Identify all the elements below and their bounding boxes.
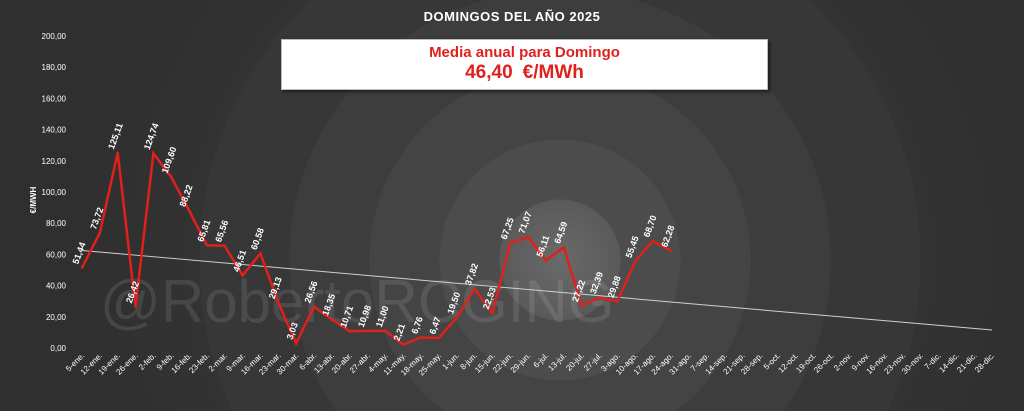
data-point [437,336,441,340]
data-point [384,329,387,333]
y-tick-label: 180,00 [42,63,67,72]
data-point [348,330,351,333]
y-tick-label: 200,00 [42,32,67,41]
data-label: 65,56 [213,219,230,244]
data-point [366,329,369,333]
data-label: 88,22 [178,183,195,208]
x-tick-label: 2-mar. [207,351,229,373]
x-tick-label: 27-abr. [348,351,372,375]
data-point [651,239,655,243]
data-label: 64,59 [552,220,569,245]
data-point [491,311,494,315]
data-label: 125,11 [106,122,125,151]
data-label: 124,74 [142,122,161,151]
data-point [455,316,458,319]
y-tick-label: 60,00 [46,250,67,259]
average-label: Media anual para Domingo [429,44,620,61]
y-tick-label: 120,00 [42,157,67,166]
data-point [170,175,173,179]
data-label: 71,07 [517,210,534,235]
x-tick-label: 20-jul. [564,351,586,373]
data-point [616,300,619,303]
data-point [401,343,405,346]
data-point [80,266,84,269]
data-point [580,304,583,307]
data-point [330,318,334,321]
data-point [277,301,280,304]
data-point [598,296,601,299]
data-point [294,342,298,345]
y-axis-label: €/MWH [29,186,38,213]
y-tick-label: 140,00 [42,126,67,135]
y-tick-label: 20,00 [46,313,67,322]
data-label: 56,11 [534,234,551,258]
data-point [669,249,673,253]
data-point [473,287,476,291]
y-tick-label: 40,00 [46,282,67,291]
average-value: 46,40 [465,62,513,83]
x-tick-label: 29-jun. [509,351,533,375]
data-point [187,209,191,212]
data-point [98,231,102,235]
y-tick-label: 100,00 [42,188,67,197]
x-tick-label: 23-feb. [187,351,211,375]
data-point [544,259,548,262]
data-point [205,244,209,247]
x-tick-label: 26-oct. [812,351,836,375]
x-tick-label: 28-dic. [973,351,996,374]
data-label: 109,60 [160,145,179,174]
data-point [116,151,119,155]
data-point [419,336,423,339]
y-tick-label: 160,00 [42,94,67,103]
data-label: 60,58 [249,227,266,252]
data-label: 65,81 [195,218,212,243]
y-tick-label: 0,00 [50,344,66,353]
trend-line [81,250,993,331]
series-line [80,150,672,347]
data-point [562,246,565,249]
y-tick-label: 80,00 [46,219,67,228]
data-point [509,241,512,245]
data-point [633,260,637,263]
chart-title: DOMINGOS DEL AÑO 2025 [423,9,601,24]
x-tick-label: 2-nov. [832,351,854,373]
data-point [223,244,226,247]
data-label: 62,28 [659,224,676,249]
data-point [526,235,530,239]
data-point [312,305,316,308]
data-point [241,274,244,277]
data-label: 55,45 [624,235,641,260]
x-tick-label: 1-jun. [441,351,462,372]
x-tick-label: 2-feb. [137,351,158,372]
data-point [152,152,155,155]
data-point [134,305,137,308]
average-unit: €/MWh [522,62,584,83]
data-label: 68,70 [641,214,658,239]
data-point [259,252,262,255]
data-label: 67,25 [499,216,516,241]
annual-average-box: Media anual para Domingo 46,40 €/MWh [281,39,768,90]
x-tick-label: 13-jul. [546,351,568,373]
watermark: @RobertoRCGING [100,268,614,335]
average-value-line: 46,40 €/MWh [282,62,767,84]
